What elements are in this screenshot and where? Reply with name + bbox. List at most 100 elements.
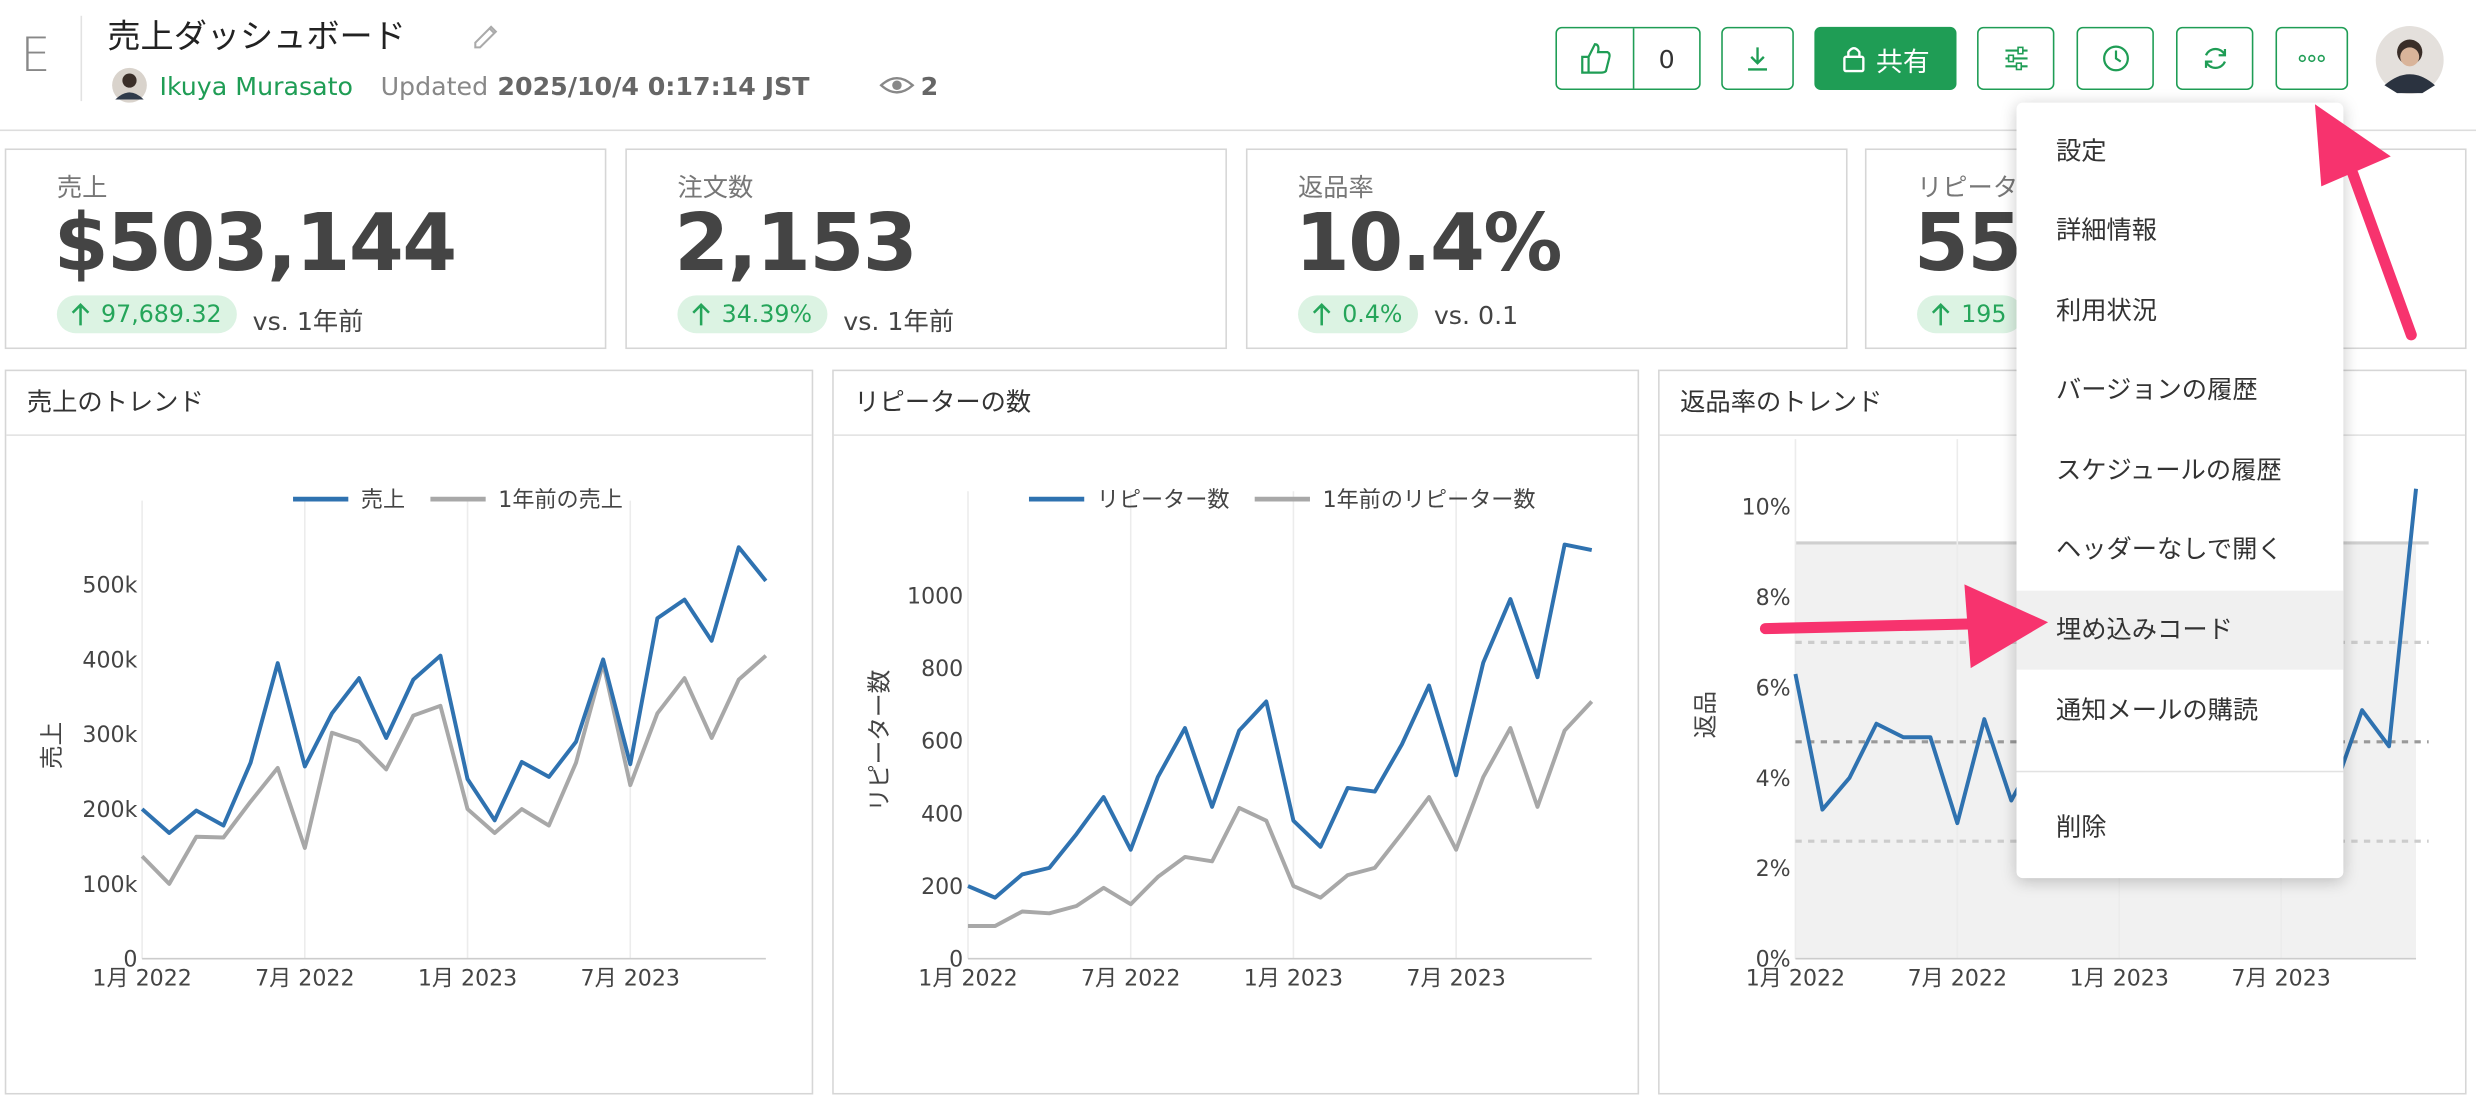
up-arrow-icon xyxy=(1931,303,1950,326)
arrow-shaft xyxy=(1759,618,1980,635)
updated-label: Updated xyxy=(380,71,489,102)
refresh-icon xyxy=(2204,47,2226,70)
y-axis-label: 返品 xyxy=(1691,691,1719,738)
like-button[interactable]: 0 xyxy=(1555,26,1701,91)
download-icon xyxy=(1748,47,1768,71)
menu-item[interactable]: 設定 xyxy=(2055,135,2107,166)
menu-item[interactable]: ヘッダーなしで開く xyxy=(2055,533,2283,564)
arrow-shaft xyxy=(2347,168,2417,341)
kpi-change-value: 195 xyxy=(1961,300,2007,329)
menu-item[interactable]: バージョンの履歴 xyxy=(2055,374,2258,405)
menu-item[interactable]: スケジュールの履歴 xyxy=(2055,454,2282,485)
kpi-change-value: 34.39% xyxy=(721,300,812,329)
chart-panel: 売上のトレンド xyxy=(4,369,814,1095)
kpi-label: 注文数 xyxy=(677,172,754,203)
menu-item[interactable]: 削除 xyxy=(2055,811,2107,842)
x-tick-label: 1月 2023 xyxy=(2070,966,2169,992)
download-button[interactable] xyxy=(1721,26,1794,91)
share-button[interactable]: 共有 xyxy=(1814,26,1957,91)
chart-title: リピーターの数 xyxy=(833,371,1638,436)
legend-label: リピーター数 xyxy=(1097,487,1230,513)
kpi-value: 2,153 xyxy=(674,197,917,290)
arrow xyxy=(692,303,710,326)
kpi-label: 返品率 xyxy=(1298,172,1374,203)
x-tick-label: 1月 2023 xyxy=(1244,966,1343,992)
user-avatar[interactable] xyxy=(2375,25,2444,94)
views: 2 xyxy=(920,71,939,102)
arrow-head xyxy=(1964,584,2049,669)
like-icon xyxy=(1581,43,1611,74)
more-menu: 設定詳細情報利用状況バージョンの履歴 スケジュールの履歴 ヘッダーなしで開く埋め込み… xyxy=(2016,102,2344,879)
y-tick-label: 2% xyxy=(1756,856,1791,882)
filter-button[interactable] xyxy=(1977,26,2055,91)
x-tick-label: 7月 2023 xyxy=(2231,966,2330,992)
x-tick-label: 7月 2022 xyxy=(255,966,354,992)
chart-panel: リピーターの数 xyxy=(832,369,1640,1095)
y-axis-label: 売上 xyxy=(38,722,66,769)
arrow xyxy=(1312,303,1331,326)
likes: 0 xyxy=(1658,43,1675,74)
kpi-change: 195 xyxy=(1917,295,2023,334)
kpi-change-value: 0.4% xyxy=(1342,300,1403,329)
share-label: 共有 xyxy=(1875,46,1930,79)
kpi-change: 97,689.32 xyxy=(56,295,238,334)
kpi-value: 10.4% xyxy=(1294,197,1563,290)
refresh-button[interactable] xyxy=(2175,26,2254,91)
kpi-change: 34.39% xyxy=(677,295,828,334)
series-line xyxy=(967,542,1593,900)
schedule-button[interactable] xyxy=(2076,26,2154,91)
separator xyxy=(80,15,83,102)
series-line xyxy=(967,700,1594,928)
y-tick-label: 300k xyxy=(82,722,137,748)
x-tick-label: 7月 2022 xyxy=(1081,966,1180,992)
kpi-compare: vs. 0.1 xyxy=(1433,300,1519,331)
series-line xyxy=(140,654,768,886)
updated-at: 2025/10/4 0:17:14 JST xyxy=(497,71,810,102)
clock-icon xyxy=(2102,45,2129,72)
legend-label: 売上 xyxy=(361,487,405,513)
y-tick-label: 0 xyxy=(949,947,963,973)
kpi-card: 注文数 2,153 34.39% vs. 1年前 xyxy=(625,148,1227,350)
menu-item[interactable]: 通知メールの購読 xyxy=(2055,694,2259,725)
arrow-head xyxy=(2314,104,2391,187)
up-arrow-icon xyxy=(692,303,710,326)
kpi-card: 売上 $503,144 97,689.32 vs. 1年前 xyxy=(4,148,607,350)
author[interactable]: Ikuya Murasato xyxy=(159,71,353,102)
x-tick-label: 1月 2023 xyxy=(418,966,517,992)
logo[interactable]: E xyxy=(20,28,51,84)
y-axis-label: リピーター数 xyxy=(865,670,893,812)
more-button[interactable] xyxy=(2275,26,2349,91)
x-tick-label: 1月 2022 xyxy=(918,966,1017,992)
menu-item[interactable]: 利用状況 xyxy=(2055,295,2158,326)
kpi-compare: vs. 1年前 xyxy=(252,306,364,337)
eye-icon xyxy=(879,77,915,94)
x-tick-label: 7月 2022 xyxy=(1908,966,2007,992)
y-tick-label: 500k xyxy=(82,573,137,599)
x-tick-label: 7月 2023 xyxy=(581,966,680,992)
kpi-change-value: 97,689.32 xyxy=(101,300,222,329)
x-tick-label: 7月 2023 xyxy=(1406,966,1505,992)
lock-icon xyxy=(1843,47,1865,73)
y-tick-label: 0 xyxy=(123,947,137,973)
edit-icon[interactable] xyxy=(471,19,503,51)
sliders-icon xyxy=(2004,46,2027,71)
kpi-label: 売上 xyxy=(56,172,108,203)
menu-item[interactable]: 埋め込みコード xyxy=(2016,590,2344,670)
menu-item[interactable]: 詳細情報 xyxy=(2055,214,2158,245)
x-tick-label: 1月 2022 xyxy=(92,966,191,992)
author-avatar xyxy=(112,67,147,103)
arrow xyxy=(1931,303,1950,326)
legend-label: 1年前の売上 xyxy=(498,487,623,513)
divider xyxy=(1632,28,1635,89)
x-tick-label: 1月 2022 xyxy=(1746,966,1845,992)
y-tick-label: 8% xyxy=(1756,585,1791,611)
kpi-card: 返品率 10.4% 0.4% vs. 0.1 xyxy=(1245,148,1848,350)
chart-title: 売上のトレンド xyxy=(6,371,812,436)
dots-icon xyxy=(2298,54,2325,63)
header: E 売上ダッシュボード Ikuya Murasato Updated 2025/… xyxy=(0,0,2476,132)
series-line xyxy=(140,545,768,835)
y-tick-label: 200 xyxy=(921,874,963,900)
